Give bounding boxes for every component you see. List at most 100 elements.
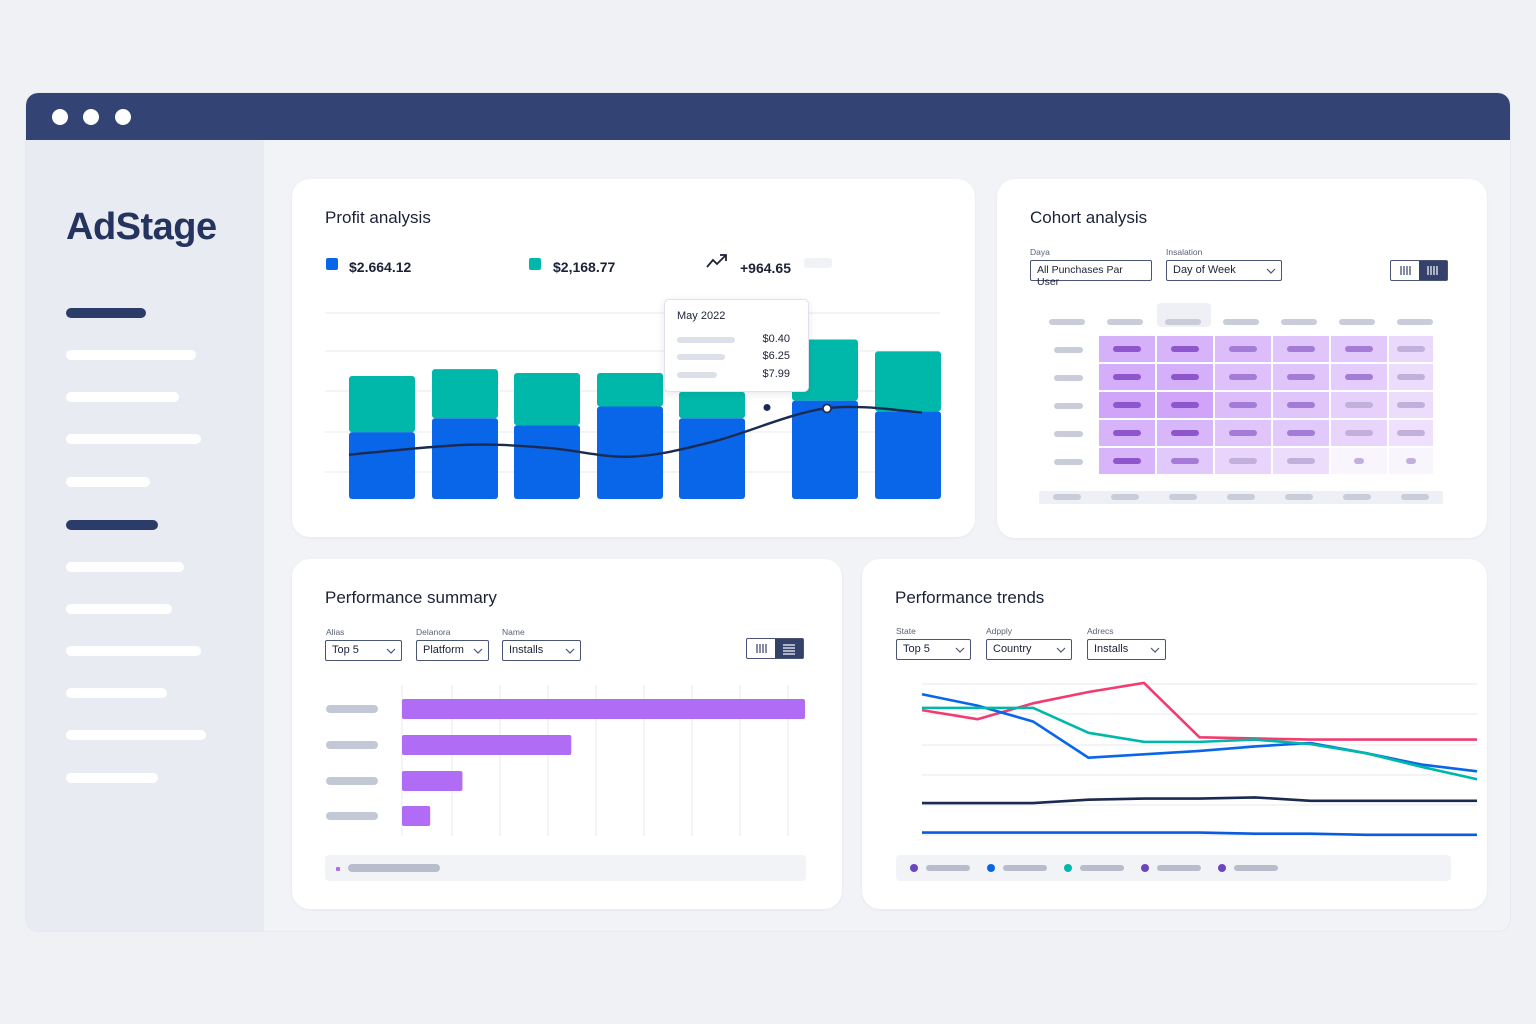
footer-label-5: [1285, 494, 1313, 500]
trends-filter-2-value: Country: [993, 643, 1032, 655]
sidebar-item-12[interactable]: [66, 773, 158, 783]
heatmap-cell-value-4-3: [1229, 430, 1257, 436]
legend-label-4: [1157, 865, 1201, 871]
tooltip-title: May 2022: [677, 310, 726, 322]
summary-filter-3-dropdown[interactable]: Installs: [502, 640, 581, 661]
column-header-6: [1339, 319, 1375, 325]
legend-dot-2: [987, 864, 995, 872]
sidebar-item-3[interactable]: [66, 392, 179, 402]
heatmap-cell-value-2-4: [1287, 374, 1315, 380]
sidebar-item-1[interactable]: [66, 308, 146, 318]
sidebar-item-5[interactable]: [66, 477, 150, 487]
trends-filter-2-label: Adpply: [986, 626, 1012, 636]
legend-swatch-teal: [529, 258, 541, 270]
footer-label-6: [1343, 494, 1371, 500]
trends-filter-3-dropdown[interactable]: Installs: [1087, 639, 1166, 660]
column-header-3: [1165, 319, 1201, 325]
legend-swatch-blue: [326, 258, 338, 270]
legend-value-blue: $2.664.12: [349, 259, 412, 275]
trends-filter-2-dropdown[interactable]: Country: [986, 639, 1072, 660]
sidebar-item-10[interactable]: [66, 688, 167, 698]
chevron-down-icon: [386, 648, 396, 654]
performance-trends-card: Performance trends State Top 5 Adpply Co…: [862, 559, 1487, 909]
heatmap-cell-value-4-2: [1171, 430, 1199, 436]
summary-filter-1-dropdown[interactable]: Top 5: [325, 640, 402, 661]
sidebar-item-7[interactable]: [66, 562, 184, 572]
category-label-1: [326, 705, 378, 713]
close-dot[interactable]: [52, 109, 68, 125]
chevron-down-icon: [1056, 647, 1066, 653]
trend-up-icon: [706, 254, 727, 268]
heatmap-cell-value-3-3: [1229, 402, 1257, 408]
cohort-heatmap: [1039, 303, 1443, 504]
heatmap-cell-value-2-1: [1113, 374, 1141, 380]
maximize-dot[interactable]: [115, 109, 131, 125]
trends-filter-1-dropdown[interactable]: Top 5: [896, 639, 971, 660]
trends-line-chart: [921, 681, 1478, 837]
summary-bar-1: [402, 699, 805, 719]
bar-segment-blue-7: [875, 411, 941, 499]
heatmap-cell-value-3-2: [1171, 402, 1199, 408]
table-icon[interactable]: [1419, 261, 1447, 280]
summary-filter-1-value: Top 5: [332, 644, 359, 656]
performance-summary-title: Performance summary: [325, 588, 497, 607]
cohort-analysis-card: Cohort analysis Daya All Punchases Par U…: [997, 179, 1487, 538]
heatmap-cell-value-5-2: [1171, 458, 1199, 464]
list-icon[interactable]: [775, 639, 803, 658]
profit-analysis-title: Profit analysis: [325, 208, 431, 227]
row-header-3: [1054, 403, 1083, 409]
sidebar: AdStage: [26, 140, 264, 931]
legend-dot-5: [1218, 864, 1226, 872]
row-header-2: [1054, 375, 1083, 381]
summary-bar-chart: [326, 685, 805, 836]
sidebar-item-6[interactable]: [66, 520, 158, 530]
category-label-2: [326, 741, 378, 749]
cohort-view-toggle[interactable]: [1390, 260, 1448, 281]
sidebar-item-11[interactable]: [66, 730, 206, 740]
heatmap-cell-value-3-6: [1397, 402, 1425, 408]
footer-label: [348, 864, 440, 872]
summary-filter-2-value: Platform: [423, 644, 464, 656]
summary-bar-2: [402, 735, 572, 755]
minimize-dot[interactable]: [83, 109, 99, 125]
heatmap-cell-value-5-4: [1287, 458, 1315, 464]
summary-filter-2-label: Delanora: [416, 627, 451, 637]
heatmap-cell-value-3-1: [1113, 402, 1141, 408]
footer-label-2: [1111, 494, 1139, 500]
heatmap-cell-value-1-1: [1113, 346, 1141, 352]
cohort-metric-dropdown[interactable]: All Punchases Par User: [1030, 260, 1152, 288]
summary-filter-3-label: Name: [502, 627, 525, 637]
sidebar-item-2[interactable]: [66, 350, 196, 360]
summary-view-toggle[interactable]: [746, 638, 804, 659]
legend-label-3: [1080, 865, 1124, 871]
legend-dot-4: [1141, 864, 1149, 872]
column-header-1: [1049, 319, 1085, 325]
heatmap-cell-value-2-2: [1171, 374, 1199, 380]
footer-label-7: [1401, 494, 1429, 500]
footer-label-1: [1053, 494, 1081, 500]
cohort-interval-dropdown[interactable]: Day of Week: [1166, 260, 1282, 281]
summary-filter-2-dropdown[interactable]: Platform: [416, 640, 489, 661]
summary-bar-4: [402, 806, 431, 826]
bar-segment-blue-5: [679, 418, 745, 499]
heatmap-cell-value-4-5: [1345, 430, 1373, 436]
category-label-3: [326, 777, 378, 785]
sidebar-item-4[interactable]: [66, 434, 201, 444]
bar-segment-teal-5: [679, 391, 745, 419]
bar-chart-icon[interactable]: [747, 639, 775, 658]
sidebar-item-9[interactable]: [66, 646, 201, 656]
chevron-down-icon: [473, 648, 483, 654]
sidebar-item-8[interactable]: [66, 604, 172, 614]
tooltip-label-2: [677, 354, 725, 360]
heatmap-cell-value-5-3: [1229, 458, 1257, 464]
app-logo[interactable]: AdStage: [66, 206, 217, 248]
bar-chart-icon[interactable]: [1391, 261, 1419, 280]
bar-segment-blue-4: [597, 406, 663, 499]
trends-filter-3-label: Adrecs: [1087, 626, 1114, 636]
cohort-analysis-title: Cohort analysis: [1030, 208, 1148, 227]
heatmap-cell-value-5-5: [1354, 458, 1364, 464]
bar-segment-teal-7: [875, 351, 941, 412]
performance-trends-title: Performance trends: [895, 588, 1045, 607]
column-header-2: [1107, 319, 1143, 325]
tooltip-label-3: [677, 372, 717, 378]
